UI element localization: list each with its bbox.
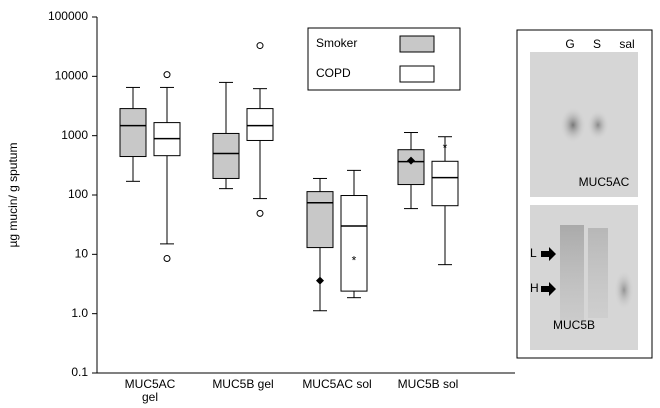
box	[341, 196, 367, 292]
gel-inset: G S sal MUC5AC MUC5B L H	[517, 30, 652, 358]
y-tick-label: 1000	[61, 128, 88, 142]
star-marker: *	[352, 254, 357, 268]
page: µg mucin/ g sputum G S sal MUC5AC MUC5B …	[0, 0, 660, 408]
outlier	[164, 72, 170, 78]
chart: µg mucin/ g sputum G S sal MUC5AC MUC5B …	[0, 0, 660, 408]
y-tick-label: 100	[68, 187, 88, 201]
panel-label: MUC5AC	[579, 175, 630, 189]
x-tick-label: MUC5B gel	[208, 378, 278, 391]
outlier	[257, 43, 263, 49]
y-tick-label: 0.1	[71, 365, 88, 379]
x-tick-label: MUC5AC sol	[302, 378, 372, 391]
star-marker: *	[443, 141, 448, 155]
legend-label: COPD	[316, 66, 351, 80]
lane-label: sal	[619, 37, 634, 51]
box	[307, 192, 333, 248]
box	[398, 150, 424, 185]
box	[213, 133, 239, 178]
y-tick-label: 10	[75, 247, 89, 261]
box	[247, 109, 273, 141]
x-tick-label: MUC5AC gel	[115, 378, 185, 404]
y-tick-label: 1.0	[71, 306, 88, 320]
y-axis-label: µg mucin/ g sputum	[6, 143, 20, 248]
outlier	[257, 210, 263, 216]
band-label: L	[530, 246, 537, 260]
diamond-marker	[316, 277, 324, 285]
gel-band	[560, 107, 586, 143]
panel-label: MUC5B	[553, 318, 595, 332]
gel-band	[614, 270, 634, 310]
legend-swatch	[400, 36, 434, 52]
x-tick-label: MUC5B sol	[393, 378, 463, 391]
gel-band	[587, 110, 609, 140]
y-tick-label: 100000	[48, 9, 88, 23]
lane-label: S	[593, 37, 601, 51]
gel-smear	[560, 225, 584, 320]
legend-label: Smoker	[316, 36, 357, 50]
gel-smear	[588, 228, 608, 318]
legend-swatch	[400, 66, 434, 82]
y-tick-label: 10000	[55, 69, 89, 83]
lane-label: G	[565, 37, 574, 51]
box	[432, 161, 458, 205]
band-label: H	[530, 281, 539, 295]
outlier	[164, 256, 170, 262]
box	[120, 109, 146, 157]
